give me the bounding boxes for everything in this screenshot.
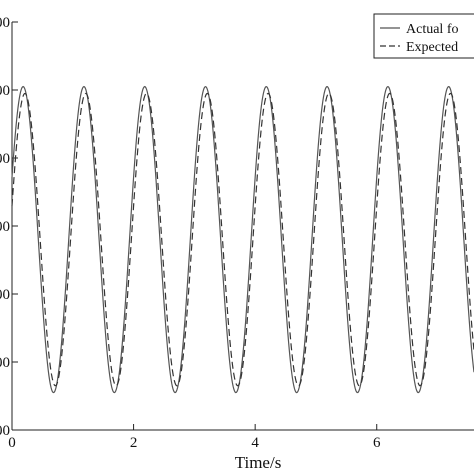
y-tick-label-0: 00 — [0, 423, 10, 439]
plot-frame-group — [11, 22, 474, 431]
x-tick-label-2: 4 — [251, 435, 259, 451]
x-axis-label: Time/s — [235, 453, 282, 472]
x-tick-label-1: 2 — [130, 435, 138, 451]
legend-box — [373, 13, 474, 59]
y-tick-label-6: 00 — [0, 15, 10, 31]
x-tick-label-3: 6 — [373, 435, 381, 451]
y-tick-label-4: 00 — [0, 151, 10, 167]
y-tick-label-5: 00 — [0, 83, 10, 99]
legend-label-1: Expected — [406, 40, 458, 55]
legend-label-0: Actual fo — [406, 22, 458, 37]
legend-group: Actual fo Expected — [373, 13, 474, 59]
y-tick-label-3: 00 — [0, 219, 10, 235]
ticks-group: 0 2 4 6 00 00 00 00 00 00 00 — [0, 15, 381, 451]
y-tick-label-1: 00 — [0, 355, 10, 371]
x-tick-label-0: 0 — [8, 435, 16, 451]
series-line-0 — [11, 85, 474, 394]
series-line-1 — [11, 92, 474, 387]
y-tick-label-2: 00 — [0, 287, 10, 303]
series-group — [11, 85, 474, 394]
